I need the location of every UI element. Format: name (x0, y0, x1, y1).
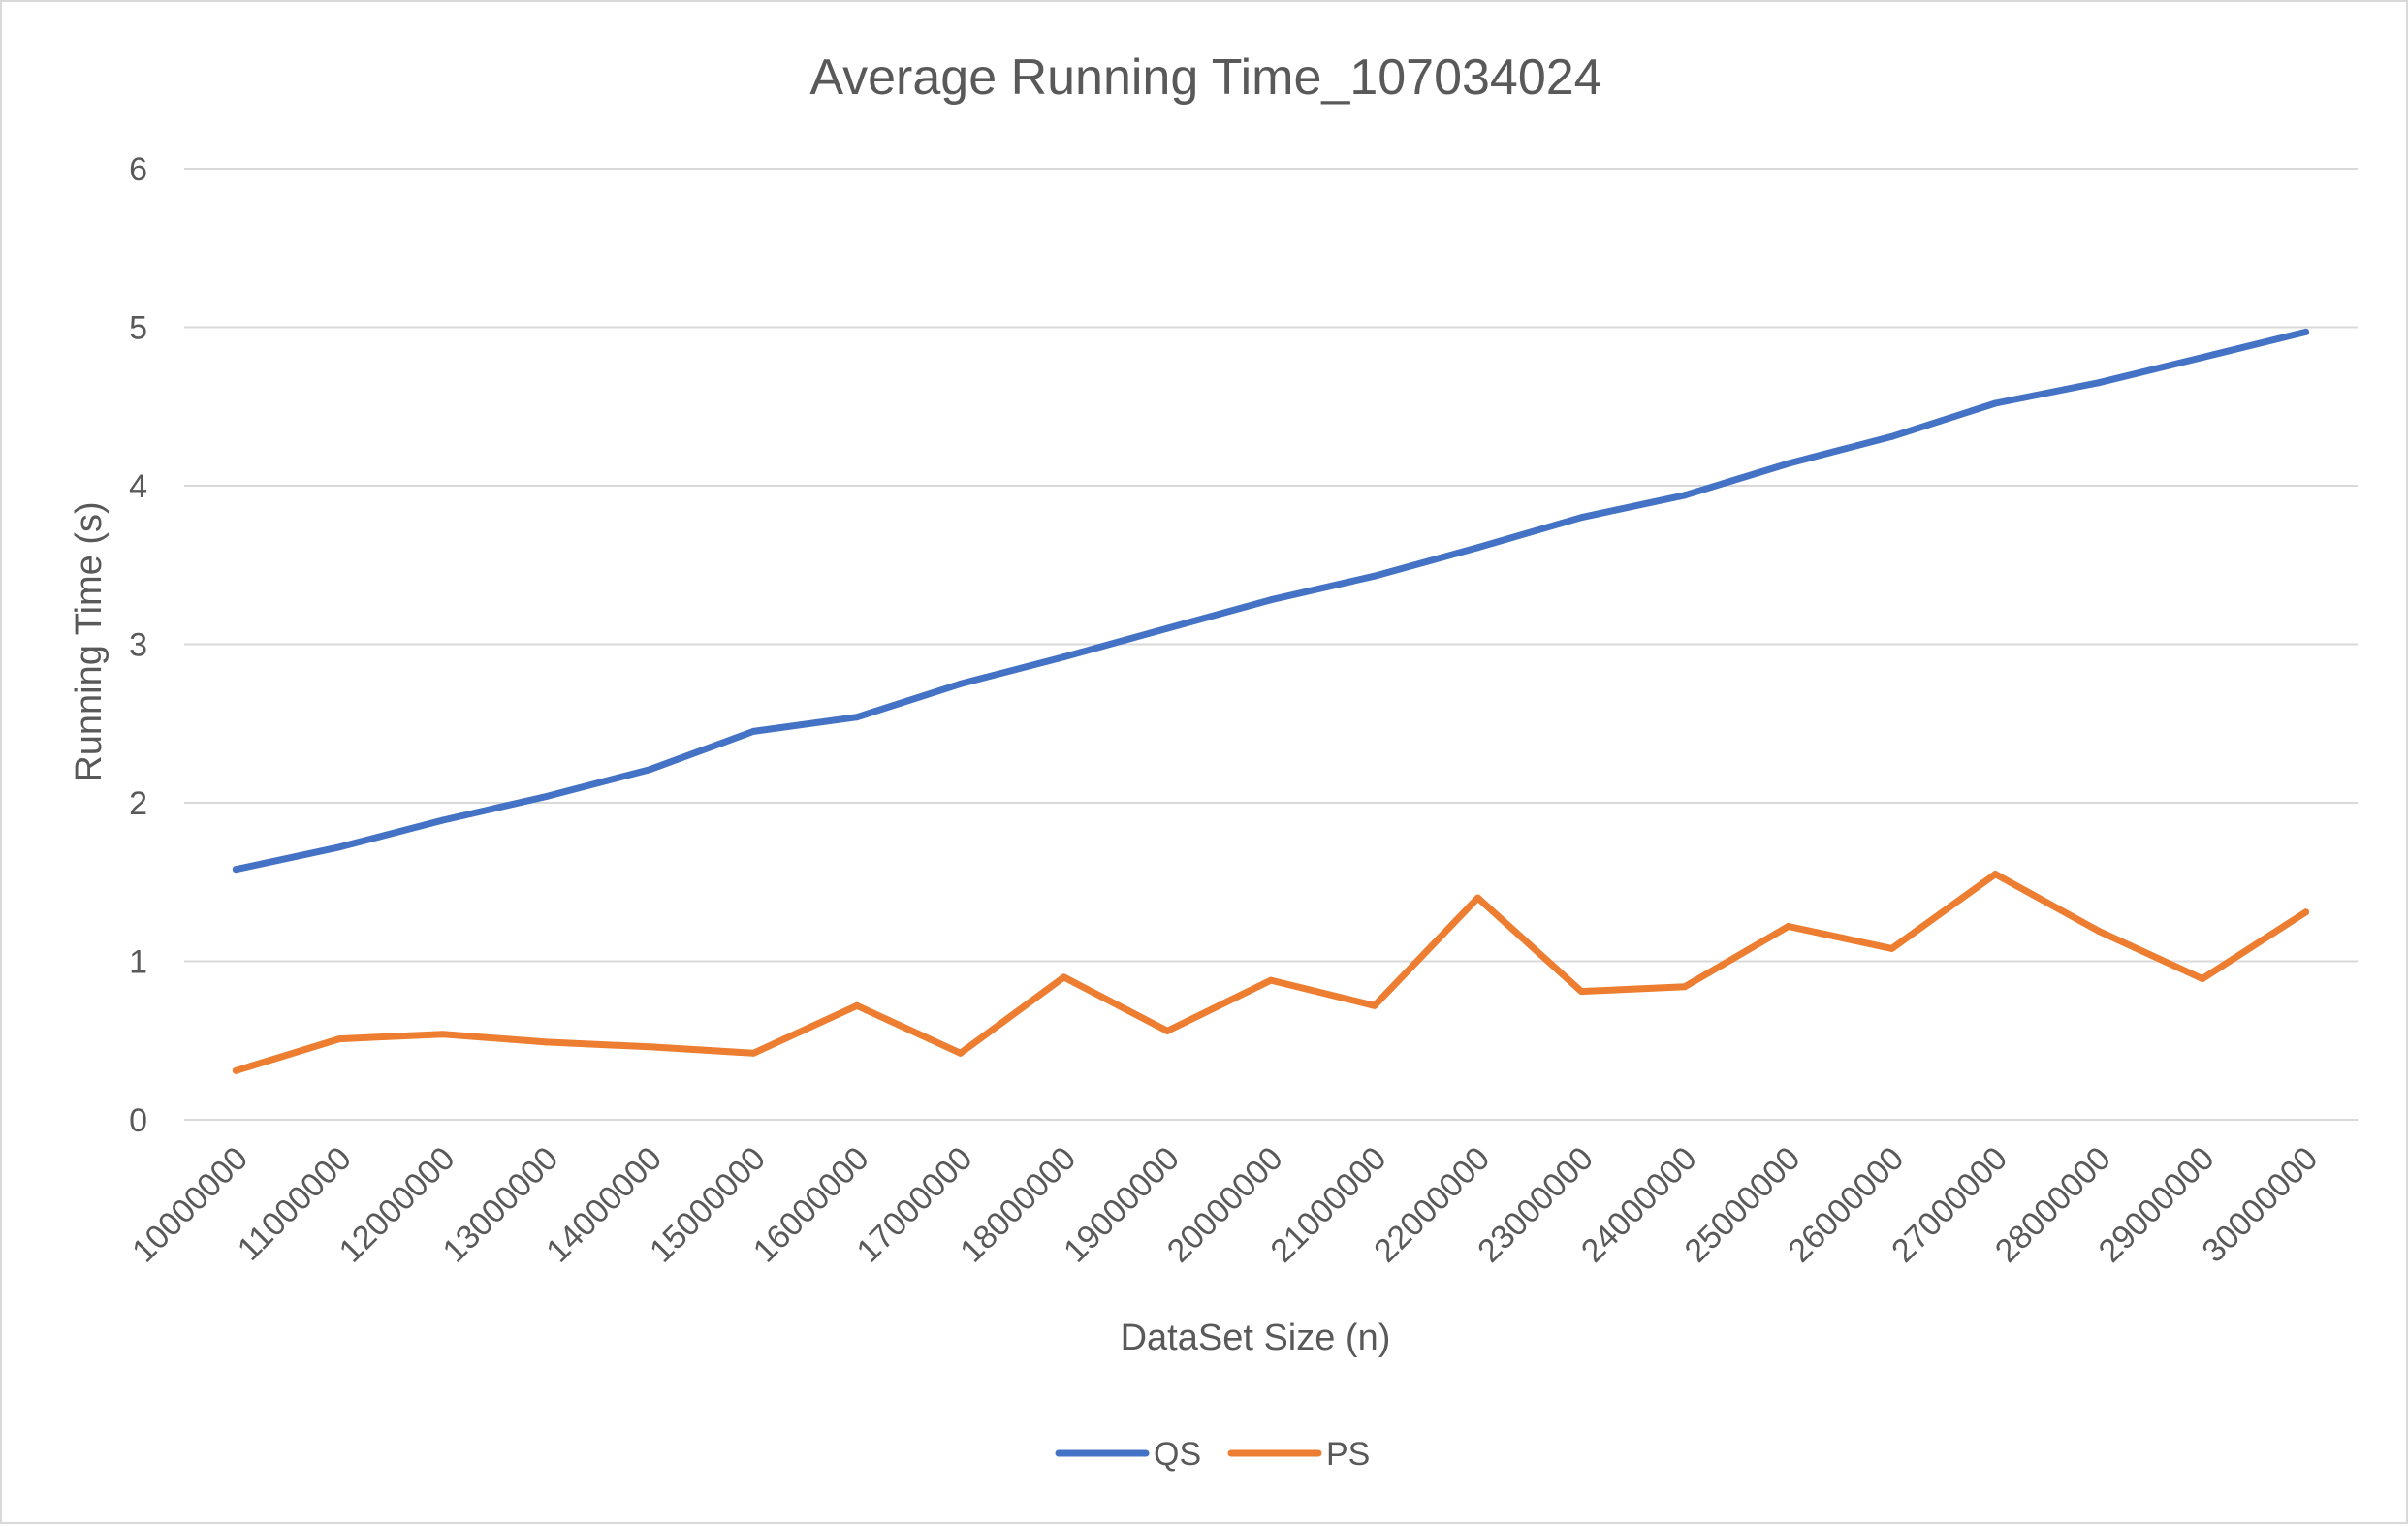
data-point-qs (2095, 379, 2103, 387)
legend: QS PS (1055, 1436, 1370, 1473)
data-point-qs (1163, 624, 1171, 632)
data-point-qs (1888, 432, 1896, 440)
data-point-qs (232, 866, 239, 874)
data-point-ps (1163, 1027, 1171, 1034)
data-point-ps (232, 1066, 239, 1074)
data-point-ps (1267, 976, 1275, 984)
data-point-ps (1888, 944, 1896, 952)
x-axis-ticks: 1000000011000000120000001300000014000000… (125, 1140, 2325, 1270)
data-point-ps (2199, 974, 2206, 982)
data-point-qs (646, 766, 653, 774)
data-point-ps (646, 1043, 653, 1051)
data-point-qs (1267, 596, 1275, 604)
data-point-ps (1371, 1001, 1378, 1009)
data-point-ps (853, 1001, 861, 1009)
gridlines (184, 168, 2358, 1121)
data-point-qs (957, 680, 965, 687)
data-point-ps (2302, 908, 2310, 916)
data-point-qs (439, 816, 447, 824)
data-point-qs (1577, 514, 1585, 522)
data-point-ps (1991, 871, 1999, 878)
data-point-ps (1060, 973, 1067, 981)
data-point-qs (749, 727, 757, 735)
data-point-qs (1060, 653, 1067, 661)
y-tick-label: 3 (129, 627, 147, 664)
y-tick-label: 6 (129, 151, 147, 188)
legend-label-ps: PS (1326, 1436, 1370, 1473)
y-tick-label: 0 (129, 1102, 147, 1139)
y-tick-label: 2 (129, 785, 147, 822)
data-point-ps (1474, 894, 1482, 902)
data-point-ps (749, 1049, 757, 1057)
legend-label-qs: QS (1154, 1436, 1201, 1473)
data-point-qs (335, 843, 343, 851)
data-point-ps (2095, 927, 2103, 935)
data-point-qs (2302, 328, 2310, 335)
data-point-ps (439, 1031, 447, 1038)
data-point-ps (1577, 988, 1585, 996)
data-point-qs (1681, 492, 1689, 499)
data-point-ps (335, 1035, 343, 1043)
y-tick-label: 1 (129, 944, 147, 981)
y-axis-title: Running Time (s) (69, 501, 110, 781)
data-point-qs (1991, 399, 1999, 407)
data-point-ps (1681, 983, 1689, 991)
y-tick-label: 5 (129, 310, 147, 347)
x-axis-title: DataSet Size (n) (1121, 1318, 1391, 1358)
data-point-qs (1474, 544, 1482, 552)
chart-title: Average Running Time_107034024 (809, 49, 1601, 106)
x-tick-label: 10000000 (125, 1140, 255, 1270)
data-point-ps (543, 1038, 551, 1046)
data-point-qs (1371, 572, 1378, 580)
data-point-ps (957, 1049, 965, 1057)
series-lines (232, 328, 2310, 1074)
data-point-qs (2199, 354, 2206, 362)
data-point-qs (1785, 460, 1792, 467)
y-axis-ticks: 0 1 2 3 4 5 6 (129, 151, 147, 1139)
data-point-qs (853, 714, 861, 721)
data-point-qs (543, 792, 551, 800)
data-point-ps (1785, 923, 1792, 931)
y-tick-label: 4 (129, 468, 147, 505)
